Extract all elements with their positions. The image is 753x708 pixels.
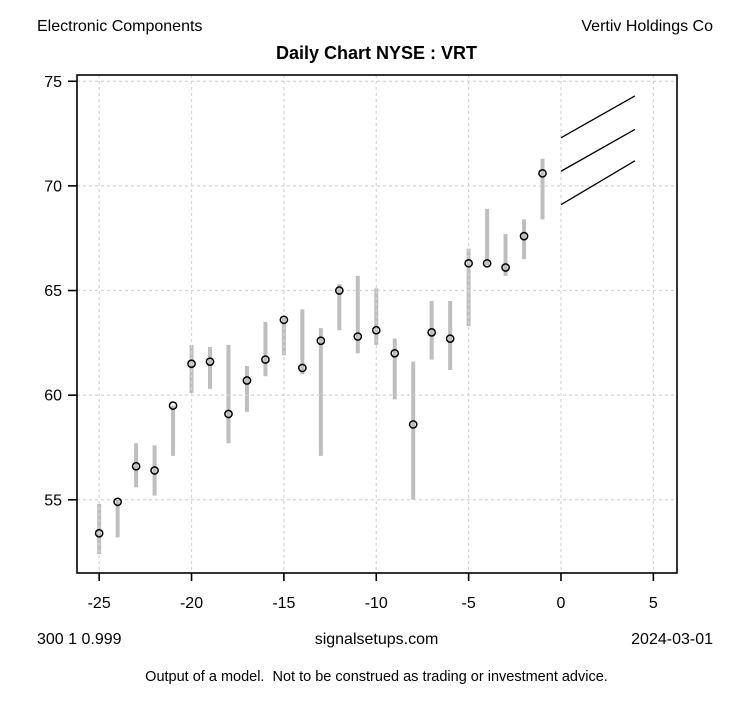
- close-marker: [334, 286, 344, 295]
- y-tick-label: 70: [44, 178, 62, 195]
- disclaimer-text: Output of a model. Not to be construed a…: [145, 669, 608, 685]
- close-marker: [427, 328, 437, 337]
- close-marker: [224, 409, 233, 419]
- x-tick-label: -20: [180, 595, 203, 612]
- forecast-line: [560, 95, 636, 139]
- close-marker: [501, 263, 510, 272]
- close-marker: [390, 348, 400, 358]
- x-tick-label: -5: [462, 595, 476, 612]
- close-marker: [279, 315, 289, 325]
- close-marker: [205, 357, 215, 367]
- close-marker: [168, 401, 178, 410]
- chart-title: Daily Chart NYSE : VRT: [275, 43, 478, 63]
- close-marker: [445, 334, 455, 343]
- chart-date-label: 2024-03-01: [631, 631, 713, 648]
- close-marker: [94, 528, 104, 538]
- close-marker: [316, 336, 326, 346]
- close-marker: [482, 258, 492, 268]
- company-name-label: Vertiv Holdings Co: [581, 18, 713, 35]
- forecast-line: [560, 160, 636, 206]
- x-tick-label: -15: [272, 595, 295, 612]
- close-marker: [371, 325, 381, 335]
- y-tick-label: 65: [44, 283, 62, 300]
- close-marker: [408, 420, 418, 429]
- close-marker: [113, 497, 122, 507]
- sector-label: Electronic Components: [37, 18, 203, 35]
- y-tick-label: 60: [44, 388, 62, 405]
- close-marker: [353, 332, 363, 341]
- x-tick-label: -10: [365, 595, 388, 612]
- x-tick-label: 0: [557, 595, 566, 612]
- site-name-label: signalsetups.com: [314, 631, 439, 648]
- close-marker: [150, 466, 159, 475]
- close-marker: [519, 231, 529, 241]
- close-marker: [242, 376, 252, 385]
- close-marker: [298, 363, 307, 373]
- x-tick-label: -25: [88, 595, 111, 612]
- close-marker: [464, 258, 473, 268]
- close-marker: [261, 355, 270, 364]
- close-marker: [187, 359, 196, 369]
- y-tick-label: 75: [44, 74, 62, 91]
- close-marker: [131, 461, 141, 471]
- model-params-label: 300 1 0.999: [37, 631, 122, 648]
- forecast-line: [560, 128, 636, 172]
- x-tick-label: 5: [649, 595, 658, 612]
- y-tick-label: 55: [44, 492, 62, 509]
- close-marker: [538, 168, 547, 178]
